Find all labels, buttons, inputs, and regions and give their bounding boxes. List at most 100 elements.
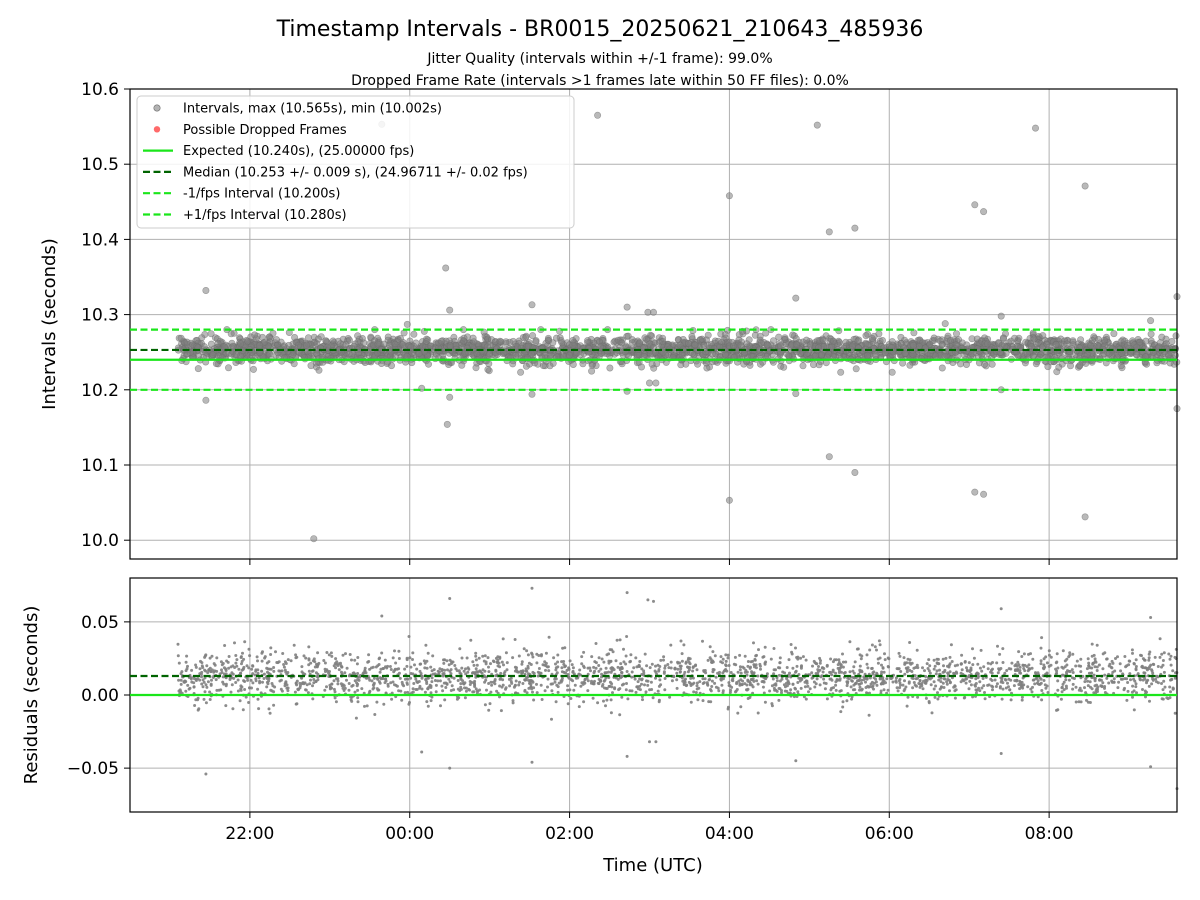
interval-point [678,670,682,674]
interval-point [603,671,607,675]
interval-point [449,668,453,672]
interval-point [1068,651,1072,655]
interval-point [350,658,353,662]
interval-point [522,333,530,341]
interval-point [1167,652,1171,656]
interval-point [1071,671,1075,674]
interval-point [689,676,693,680]
interval-point [648,666,652,670]
outlier-point [971,488,979,496]
interval-point [829,688,833,692]
interval-point [409,672,413,675]
interval-point [980,669,984,673]
interval-point [355,662,359,666]
interval-point [930,711,934,715]
interval-point [927,700,931,703]
interval-point [1088,336,1096,344]
interval-point [862,332,870,340]
interval-point [858,688,861,692]
interval-point [644,690,648,694]
interval-point [848,342,856,350]
interval-point [1119,669,1123,673]
interval-point [818,661,822,665]
interval-point [701,677,705,681]
interval-point [350,342,358,350]
interval-point [832,686,835,690]
interval-point [184,669,188,673]
interval-point [501,683,505,687]
interval-point [208,698,212,701]
interval-point [470,338,478,346]
interval-point [207,330,215,338]
interval-point [777,698,781,702]
interval-point [192,685,196,689]
interval-point [783,689,787,693]
interval-point [523,689,527,693]
interval-point [372,676,376,680]
interval-point [570,663,574,667]
interval-point [391,352,399,360]
interval-point [599,667,603,671]
interval-point [493,678,497,681]
interval-point [837,661,841,664]
interval-point [496,664,500,668]
interval-point [459,677,463,681]
interval-point [511,656,515,660]
interval-point [419,342,427,350]
interval-point [991,688,994,692]
interval-point [711,650,715,654]
interval-point [939,680,943,684]
outlier-point [971,201,979,209]
interval-point [898,654,902,658]
interval-point [1061,673,1065,677]
interval-point [568,659,572,663]
interval-point [240,659,244,663]
interval-point [304,688,307,692]
interval-point [284,670,288,674]
interval-point [757,648,760,652]
interval-point [841,665,845,669]
interval-point [177,689,181,693]
interval-point [684,339,692,347]
interval-point [1039,677,1043,681]
interval-point [547,635,551,639]
interval-point [356,656,360,659]
interval-point [311,669,315,673]
interval-point [416,681,420,684]
interval-point [858,685,862,689]
interval-point [842,338,850,346]
interval-point [1155,680,1158,684]
interval-point [755,679,759,683]
interval-point [354,716,358,720]
interval-point [415,350,423,358]
interval-point [730,342,738,350]
interval-point [1148,699,1151,703]
interval-point [662,658,665,662]
interval-point [993,678,997,682]
interval-point [1140,664,1144,668]
interval-point [220,668,223,672]
interval-point [535,682,538,686]
interval-point [409,676,413,680]
interval-point [501,637,505,641]
interval-point [591,696,595,700]
interval-point [1071,687,1075,691]
interval-point [474,667,478,671]
interval-point [679,639,683,643]
interval-point [899,683,902,687]
interval-point [426,651,430,655]
interval-point [529,685,533,689]
interval-point [975,688,979,692]
interval-point [423,690,427,694]
interval-point [535,691,539,695]
interval-point [670,679,674,683]
interval-point [657,669,661,673]
interval-point [569,678,573,682]
interval-point [909,341,917,349]
interval-point [1169,678,1173,682]
interval-point [251,681,255,685]
interval-point [224,682,228,686]
interval-point [897,679,901,683]
interval-point [176,654,180,658]
interval-point [756,682,760,686]
